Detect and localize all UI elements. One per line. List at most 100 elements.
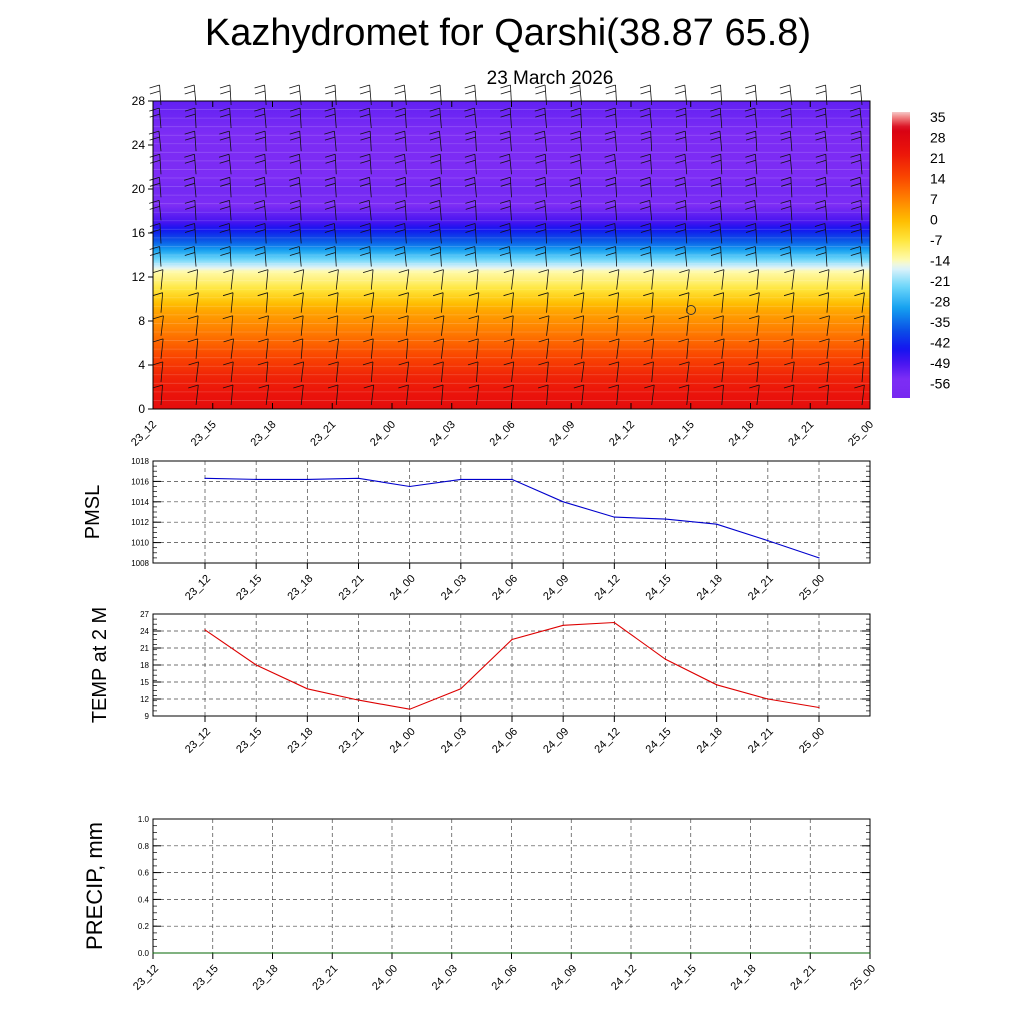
wind-barb-staff — [369, 154, 372, 175]
wind-barb-staff — [474, 154, 477, 175]
wind-barb-flag — [360, 136, 371, 141]
wind-barb-flag — [359, 153, 370, 158]
wind-barb-flag — [324, 200, 335, 204]
wind-barb-flag — [570, 136, 581, 141]
wind-barb-flag — [783, 292, 795, 297]
wind-barb-flag — [573, 338, 584, 343]
wind-barb-flag — [395, 113, 406, 118]
wind-barb-staff — [755, 223, 758, 244]
wind-barb-flag — [149, 107, 160, 112]
wind-barb-flag — [503, 338, 515, 343]
wind-barb-flag — [398, 384, 409, 389]
wind-barb-flag — [430, 182, 441, 187]
wind-barb-staff — [790, 177, 793, 198]
wind-barb-staff — [370, 361, 374, 382]
pmsl-data-point — [306, 478, 308, 480]
wind-barb-staff — [403, 246, 407, 267]
wind-barb-staff — [230, 292, 234, 313]
wind-barb-flag — [149, 252, 161, 256]
wind-barb-staff — [509, 131, 512, 152]
wind-barb-flag — [605, 206, 616, 210]
wind-barb-flag — [500, 176, 511, 181]
wind-barb-staff — [544, 177, 547, 198]
wind-barb-flag — [640, 246, 651, 250]
wind-barb-flag — [150, 159, 161, 164]
wind-barb-flag — [290, 136, 301, 141]
wind-barb-staff — [265, 292, 269, 313]
wind-barb-staff — [719, 200, 723, 221]
wind-barb-flag — [605, 90, 616, 95]
wind-barb-flag — [643, 292, 654, 297]
wind-barb-flag — [710, 200, 721, 204]
wind-barb-flag — [570, 107, 581, 112]
wind-barb-staff — [511, 315, 514, 336]
wind-barb-staff — [404, 200, 407, 221]
wind-barb-staff — [791, 361, 795, 382]
wind-barb-staff — [441, 315, 445, 336]
wind-barb-flag — [433, 269, 444, 273]
wind-barb-flag — [363, 315, 374, 320]
wind-barb-staff — [790, 108, 793, 129]
wind-barb-flag — [534, 200, 545, 204]
wind-barb-flag — [779, 84, 790, 89]
wind-barb-flag — [360, 229, 371, 233]
wind-barb-flag — [780, 206, 792, 210]
page-subtitle: 23 March 2026 — [486, 68, 614, 89]
temp-2m-x-tick-label: 24_00 — [388, 726, 418, 756]
wind-barb-staff — [616, 384, 619, 406]
wind-barb-flag — [745, 113, 756, 118]
wind-barb-staff — [861, 315, 865, 336]
wind-barb-staff — [721, 384, 724, 406]
wind-barb-flag — [359, 206, 370, 210]
wind-barb-flag — [325, 182, 336, 187]
wind-barb-flag — [815, 90, 827, 95]
wind-barb-staff — [581, 338, 584, 359]
wind-barb-staff — [511, 361, 515, 382]
wind-barb-flag — [644, 384, 655, 389]
wind-barb-flag — [219, 136, 230, 141]
wind-barb-flag — [783, 315, 794, 320]
wind-barb-staff — [860, 131, 863, 152]
wind-barb-staff — [439, 246, 442, 267]
pmsl-x-tick-label: 23_21 — [337, 573, 367, 603]
wind-barb-staff — [194, 200, 197, 221]
wind-barb-flag — [500, 84, 511, 89]
wind-barb-staff — [368, 200, 372, 221]
wind-barb-staff — [334, 246, 337, 267]
wind-barb-flag — [780, 136, 791, 141]
wind-barb-flag — [394, 159, 406, 164]
wind-barb-staff — [650, 131, 653, 152]
precip-x-tick-label: 23_18 — [251, 963, 281, 993]
calm-wind-circle — [686, 305, 696, 315]
wind-barb-flag — [537, 384, 549, 389]
wind-barb-flag — [468, 384, 479, 389]
wind-barb-flag — [675, 182, 686, 187]
wind-barb-flag — [429, 130, 440, 135]
wind-barb-flag — [570, 229, 581, 233]
wind-barb-flag — [815, 176, 826, 181]
wind-barb-flag — [324, 130, 335, 135]
wind-barb-staff — [649, 200, 653, 221]
wind-barb-staff — [229, 200, 232, 221]
wind-barb-flag — [640, 223, 651, 227]
temp-2m-x-tick-label: 24_03 — [439, 726, 469, 756]
wind-barb-staff — [441, 338, 445, 359]
wind-barb-staff — [686, 361, 690, 382]
precip-x-tick-label: 24_03 — [430, 963, 460, 993]
wind-barb-staff — [546, 315, 550, 336]
wind-barb-staff — [686, 269, 690, 290]
wind-barb-flag — [815, 113, 826, 118]
wind-barb-flag — [678, 315, 689, 320]
wind-barb-flag — [745, 159, 756, 164]
precip-y-tick-label: 0.6 — [138, 869, 150, 878]
wind-barb-staff — [545, 223, 547, 244]
wind-barb-flag — [535, 153, 546, 158]
wind-barb-staff — [686, 338, 689, 359]
wind-barb-flag — [222, 315, 233, 320]
wind-barb-flag — [219, 113, 231, 118]
wind-barb-staff — [651, 315, 655, 336]
pmsl-y-tick-label: 1016 — [131, 477, 149, 486]
wind-barb-flag — [464, 107, 475, 112]
wind-barb-flag — [710, 252, 722, 256]
wind-barb-staff — [159, 177, 162, 198]
